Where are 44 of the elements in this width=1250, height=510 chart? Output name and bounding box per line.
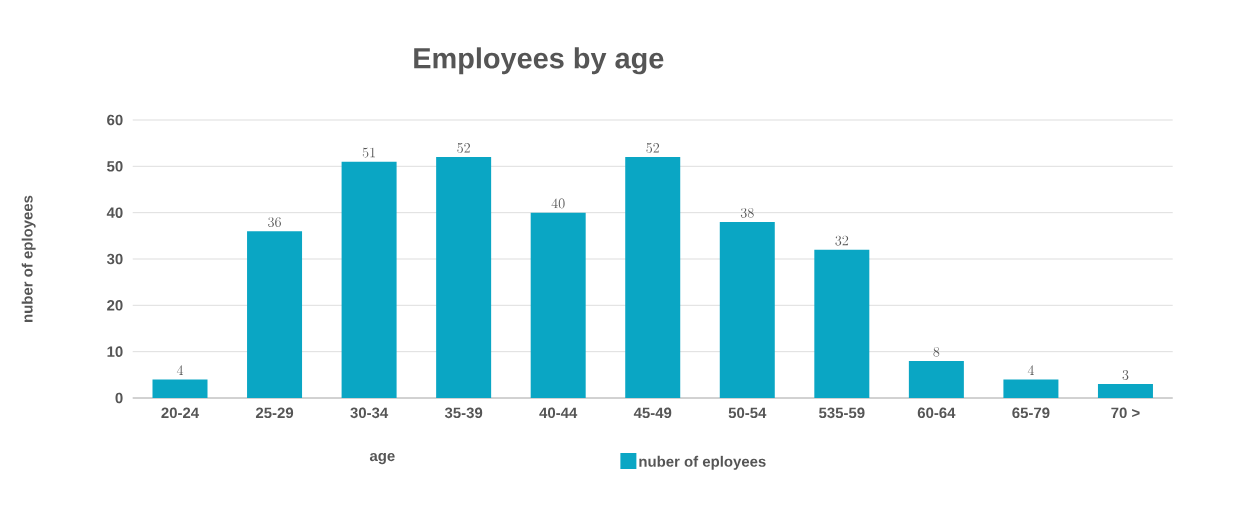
bar bbox=[625, 157, 681, 398]
y-tick-label: 10 bbox=[107, 346, 123, 357]
y-tick-label: 20 bbox=[107, 300, 123, 311]
data-label: 52 bbox=[646, 143, 660, 153]
data-label: 36 bbox=[268, 217, 281, 227]
bar bbox=[1097, 384, 1153, 398]
data-label: 52 bbox=[457, 143, 470, 153]
bar bbox=[908, 360, 964, 398]
bar bbox=[247, 231, 303, 398]
x-tick-label: 60-64 bbox=[917, 407, 956, 419]
x-tick-label: 70 > bbox=[1111, 407, 1140, 419]
x-tick-label: 40-44 bbox=[539, 407, 578, 419]
x-tick-label: 25-29 bbox=[255, 407, 294, 419]
bar bbox=[530, 212, 586, 398]
y-tick-label: 40 bbox=[106, 207, 123, 218]
data-label: 51 bbox=[362, 147, 375, 158]
bar bbox=[814, 249, 870, 398]
bar bbox=[436, 157, 492, 398]
legend-label: nuber of eployees bbox=[639, 455, 766, 470]
y-tick-label: 60 bbox=[107, 114, 123, 126]
x-tick-label: 45-49 bbox=[633, 407, 672, 419]
x-tick-label: 30-34 bbox=[350, 407, 389, 419]
data-label: 4 bbox=[176, 365, 184, 375]
y-tick-label: 0 bbox=[115, 392, 123, 404]
y-tick-label: 30 bbox=[106, 253, 123, 265]
x-axis-title: age bbox=[369, 452, 395, 465]
x-tick-label: 65-79 bbox=[1012, 407, 1050, 419]
bar bbox=[152, 379, 208, 398]
chart-title: Employees by age bbox=[414, 47, 664, 75]
y-axis-title: nuber of eployees bbox=[21, 195, 36, 322]
bar bbox=[341, 161, 397, 398]
x-tick-label: 50-54 bbox=[728, 407, 767, 419]
y-tick-label: 50 bbox=[107, 161, 123, 172]
data-label: 38 bbox=[740, 207, 754, 218]
data-label: 40 bbox=[551, 198, 565, 209]
data-label: 8 bbox=[933, 346, 940, 357]
bar bbox=[719, 221, 775, 398]
data-label: 4 bbox=[1027, 365, 1035, 375]
data-label: 32 bbox=[835, 235, 849, 246]
bar bbox=[1003, 379, 1059, 398]
data-label: 3 bbox=[1122, 370, 1129, 380]
x-tick-label: 35-39 bbox=[444, 407, 483, 419]
x-tick-label: 20-24 bbox=[161, 407, 200, 419]
x-tick-label: 535-59 bbox=[819, 407, 865, 419]
